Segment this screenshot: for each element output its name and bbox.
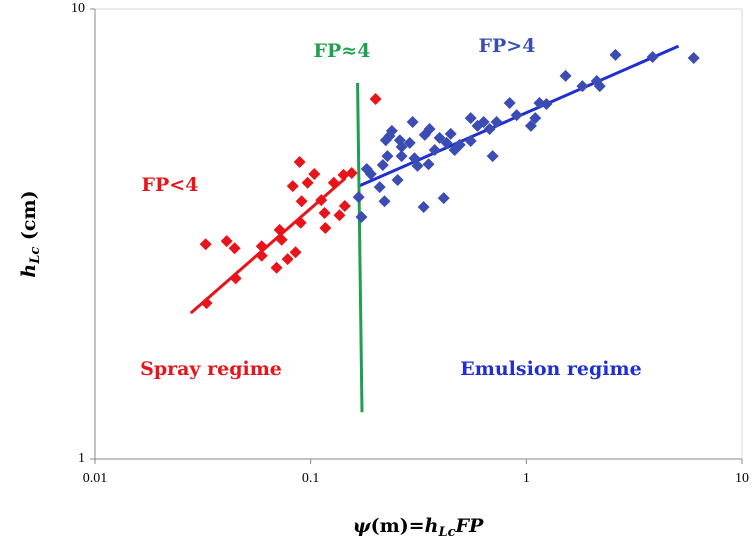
point [483,123,496,136]
point [464,134,477,147]
point [609,48,622,61]
y-axis-label: hLc (cm) [18,190,43,277]
x-label-part: h [425,515,439,537]
point [338,199,351,212]
x-tick-label: 0.1 [302,471,320,486]
y-label-part: Lc [28,247,43,265]
point [337,168,350,181]
point [406,115,419,128]
point [352,191,365,204]
point [423,123,436,136]
point [503,97,516,110]
point [524,119,537,132]
point [308,167,321,180]
x-label-part: (m)= [371,515,425,537]
point [228,242,241,255]
point [355,210,368,223]
point [369,92,382,105]
point [318,207,331,220]
point [422,158,435,171]
point [293,156,306,169]
point [289,246,302,259]
point [428,144,441,157]
point [295,195,308,208]
point [273,223,286,236]
point [255,249,268,262]
point [385,124,398,137]
point [529,112,542,125]
point [301,176,314,189]
point [220,235,233,248]
point [229,272,242,285]
point [315,194,328,207]
point [533,97,546,110]
point [381,150,394,163]
point [411,159,424,172]
annotation: FP<4 [142,174,199,196]
point [378,195,391,208]
x-axis-label: ψ(m)=hLcFP [353,515,484,540]
y-tick-label: 10 [71,1,85,16]
point [327,176,340,189]
point [437,192,450,205]
annotation: FP>4 [479,35,536,57]
point [576,80,589,93]
point [200,297,213,310]
point [395,150,408,163]
annotation: Spray regime [140,358,282,380]
point [433,131,446,144]
point [417,201,430,214]
x-tick-label: 0.01 [83,471,108,486]
x-label-part: FP [455,515,484,537]
point [510,109,523,122]
point [486,150,499,163]
y-label-part: h [18,264,40,278]
annotation: Emulsion regime [460,358,641,380]
x-tick-label: 10 [735,471,749,486]
point [373,181,386,194]
point [453,138,466,151]
point [593,80,606,93]
x-label-part: Lc [437,525,455,540]
point [286,180,299,193]
x-label-part: ψ [353,515,372,537]
point [333,209,346,222]
point [319,222,332,235]
annotation: FP≈4 [314,40,371,62]
point [270,261,283,274]
point [294,216,307,229]
point [687,52,700,65]
x-tick-label: 1 [523,471,530,486]
plot-frame [94,8,743,460]
point [559,69,572,82]
point [345,167,358,180]
point [255,240,268,253]
point [199,238,212,251]
point [395,140,408,153]
trend-line [356,82,364,413]
point [281,253,294,266]
point [440,136,453,149]
point [376,159,389,172]
point [275,233,288,246]
point [464,112,477,125]
point [477,115,490,128]
y-tick-label: 1 [78,451,85,466]
point [490,115,503,128]
point [540,98,553,111]
point [444,127,457,140]
y-label-part: (cm) [18,190,40,246]
point [391,173,404,186]
point [364,167,377,180]
point [646,51,659,64]
point [403,136,416,149]
